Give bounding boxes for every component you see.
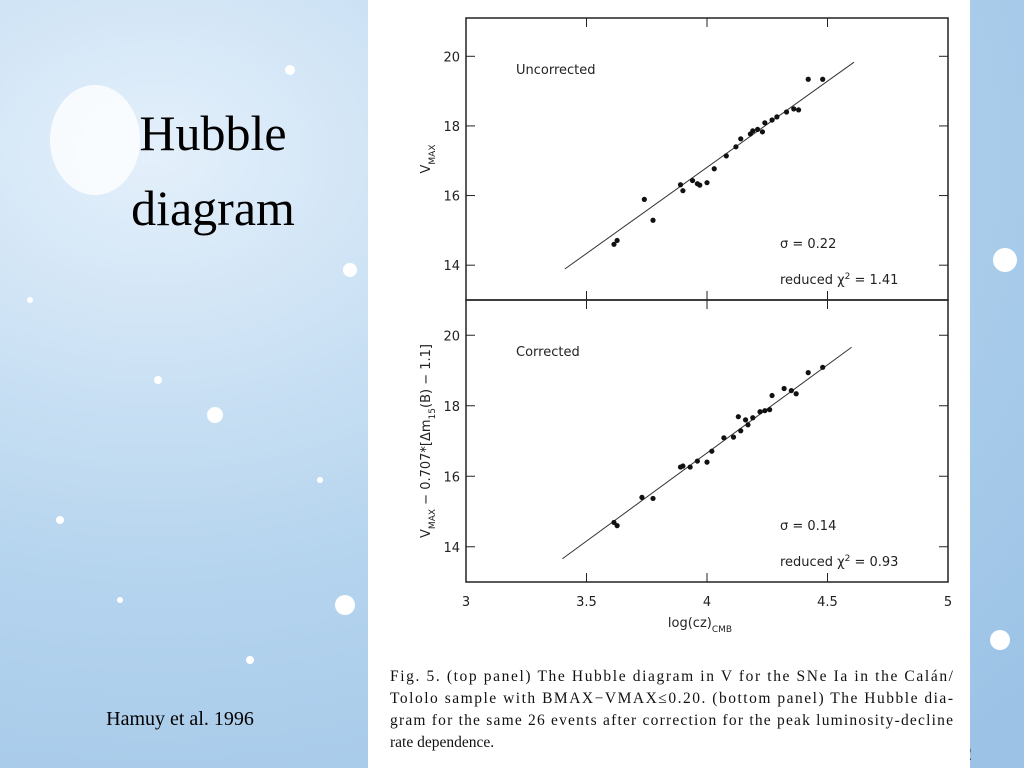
data-point: [769, 117, 774, 122]
data-point: [757, 409, 762, 414]
data-point: [782, 386, 787, 391]
x-tick-label: 4.5: [817, 595, 838, 610]
text-part: MAX: [428, 509, 438, 529]
data-point: [704, 180, 709, 185]
data-point: [639, 495, 644, 500]
panel-title: Uncorrected: [516, 63, 596, 78]
data-point: [704, 460, 709, 465]
data-point: [762, 408, 767, 413]
panel-title: Corrected: [516, 345, 580, 360]
statistic: σ = 0.22: [780, 237, 836, 252]
data-point: [820, 365, 825, 370]
y-tick-label: 14: [443, 541, 460, 556]
data-point: [791, 106, 796, 111]
x-tick-label: 4: [703, 595, 711, 610]
data-point: [709, 449, 714, 454]
data-point: [750, 128, 755, 133]
slide-title: Hubble: [139, 105, 286, 161]
data-point: [743, 417, 748, 422]
data-point: [736, 414, 741, 419]
statistic: reduced χ2 = 1.41: [780, 272, 898, 288]
text-part: σ = 0.14: [780, 519, 836, 534]
data-point: [615, 523, 620, 528]
caption-line: Tololo sample with BMAX−VMAX≤0.20. (bott…: [390, 690, 953, 707]
data-point: [688, 464, 693, 469]
text-part: reduced χ: [780, 273, 845, 288]
data-point: [650, 218, 655, 223]
data-point: [733, 144, 738, 149]
data-point: [794, 391, 799, 396]
text-part: = 1.41: [850, 273, 898, 288]
data-point: [680, 463, 685, 468]
data-point: [774, 114, 779, 119]
data-point: [738, 136, 743, 141]
data-point: [789, 388, 794, 393]
data-point: [680, 188, 685, 193]
text-part: log(cz): [668, 616, 712, 631]
data-point: [745, 422, 750, 427]
y-tick-label: 18: [443, 120, 460, 135]
credit: Hamuy et al. 1996: [106, 708, 254, 730]
data-point: [750, 415, 755, 420]
data-point: [820, 77, 825, 82]
data-point: [712, 166, 717, 171]
data-point: [767, 407, 772, 412]
y-tick-label: 14: [443, 259, 460, 274]
data-point: [806, 370, 811, 375]
text-part: − 0.707*[Δm: [419, 419, 434, 509]
data-point: [642, 197, 647, 202]
y-tick-label: 20: [443, 329, 460, 344]
data-point: [678, 182, 683, 187]
data-point: [695, 458, 700, 463]
text-part: (B) − 1.1]: [419, 344, 434, 408]
text-part: V: [419, 165, 434, 174]
caption-line: Fig. 5. (top panel) The Hubble diagram i…: [390, 668, 954, 685]
text-part: σ = 0.22: [780, 237, 836, 252]
text-part: 15: [428, 408, 438, 419]
figure: [368, 0, 970, 768]
data-point: [697, 183, 702, 188]
statistic: reduced χ2 = 0.93: [780, 554, 898, 570]
y-tick-label: 16: [443, 190, 460, 205]
x-tick-label: 5: [944, 595, 952, 610]
data-point: [796, 107, 801, 112]
text-part: reduced χ: [780, 555, 845, 570]
data-point: [784, 109, 789, 114]
slide-title: diagram: [131, 180, 295, 236]
data-point: [755, 127, 760, 132]
text-part: MAX: [428, 145, 438, 165]
data-point: [721, 435, 726, 440]
data-point: [690, 178, 695, 183]
y-tick-label: 16: [443, 470, 460, 485]
data-point: [762, 120, 767, 125]
data-point: [760, 129, 765, 134]
data-point: [769, 393, 774, 398]
data-point: [650, 496, 655, 501]
data-point: [615, 238, 620, 243]
data-point: [724, 153, 729, 158]
x-tick-label: 3.5: [576, 595, 597, 610]
caption-line: gram for the same 26 events after correc…: [390, 712, 953, 729]
statistic: σ = 0.14: [780, 519, 836, 534]
data-point: [806, 77, 811, 82]
text-part: CMB: [712, 625, 732, 635]
text-part: V: [419, 529, 434, 538]
y-tick-label: 18: [443, 400, 460, 415]
x-tick-label: 3: [462, 595, 470, 610]
data-point: [738, 428, 743, 433]
text-part: = 0.93: [850, 555, 898, 570]
y-tick-label: 20: [443, 50, 460, 65]
data-point: [731, 435, 736, 440]
caption-line: rate dependence.: [390, 734, 494, 751]
